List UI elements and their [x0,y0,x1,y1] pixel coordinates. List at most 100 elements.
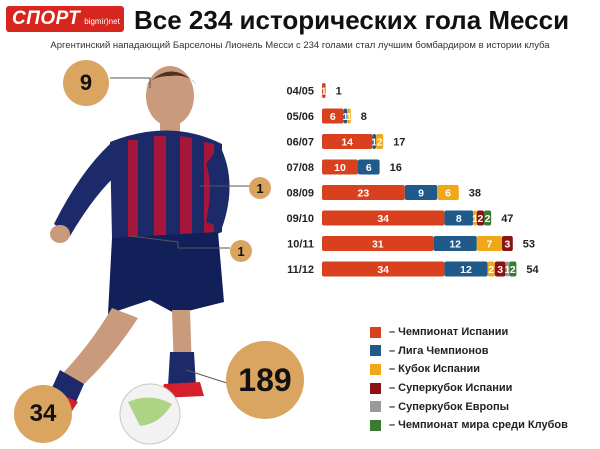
legend-label-copa_del_rey: – Кубок Испании [389,363,481,376]
bar-segment-club_world_cup-11-12 [509,261,517,277]
bar-segment-la_liga-11-12 [322,261,445,277]
bar-segment-la_liga-07-08 [322,159,358,175]
callout-left-foot-goals: 34 [14,385,72,443]
segment-value-copa_del_rey-11-12: 2 [488,264,494,276]
season-total-07-08: 16 [390,162,402,174]
segment-value-club_world_cup-11-12: 2 [510,264,516,276]
callout-chest-goals: 1 [249,177,271,199]
season-label-04-05: 04/05 [286,86,314,98]
callout-right-foot-goals: 189 [226,341,304,419]
chart-legend: – Чемпионат Испании – Лига Чемпионов – Куб… [370,323,568,435]
bar-segment-la_liga-05-06 [322,108,344,124]
bar-segment-champions_league-11-12 [444,261,488,277]
legend-swatch-champions_league [370,345,381,357]
season-label-06-07: 06/07 [286,137,314,149]
legend-item-spanish_supercup: – Суперкубок Испании [370,379,568,398]
bar-segment-la_liga-04-05 [322,83,326,98]
segment-value-european_supercup-11-12: 1 [504,264,510,276]
bar-segment-copa_del_rey-08-09 [437,185,459,200]
segment-value-la_liga-04-05: 1 [321,86,327,98]
season-total-11-12: 54 [526,264,539,276]
segment-value-copa_del_rey-06-07: 2 [377,137,383,149]
segment-value-spanish_supercup-09-10: 2 [477,213,483,225]
season-total-08-09: 38 [469,188,481,200]
segment-value-champions_league-09-10: 8 [456,213,462,225]
segment-value-champions_league-08-09: 9 [418,188,424,200]
segment-value-champions_league-11-12: 12 [460,264,472,276]
bar-segment-copa_del_rey-10-11 [476,236,502,251]
legend-label-champions_league: – Лига Чемпионов [389,344,489,357]
season-label-10-11: 10/11 [287,239,314,251]
chart-title: Все 234 исторических гола Месси [134,5,570,35]
bar-segment-la_liga-06-07 [322,134,373,149]
logo-main-text: СПОРТ [12,8,81,29]
segment-value-la_liga-07-08: 10 [334,162,346,174]
legend-swatch-copa_del_rey [370,363,381,375]
legend-swatch-spanish_supercup [370,382,381,394]
legend-item-european_supercup: – Суперкубок Европы [370,397,568,416]
bar-segment-champions_league-08-09 [404,185,438,200]
legend-item-club_world_cup: – Чемпионат мира среди Клубов [370,416,568,435]
legend-swatch-european_supercup [370,401,381,413]
season-total-06-07: 17 [393,137,405,149]
callout-head-goals: 9 [63,60,109,106]
season-label-07-08: 07/08 [286,162,314,174]
bar-segment-la_liga-09-10 [322,210,445,226]
bar-segment-champions_league-06-07 [372,134,376,149]
segment-value-spanish_supercup-10-11: 3 [504,239,510,251]
legend-item-la_liga: – Чемпионат Испании [370,323,568,342]
segment-value-copa_del_rey-10-11: 7 [486,239,492,251]
legend-swatch-la_liga [370,326,381,338]
segment-value-la_liga-11-12: 34 [377,264,389,276]
season-label-11-12: 11/12 [287,264,314,276]
bar-segment-copa_del_rey-06-07 [376,134,384,149]
player-illustration [36,66,250,445]
bar-segment-la_liga-10-11 [322,236,434,251]
legend-label-spanish_supercup: – Суперкубок Испании [389,382,513,395]
segment-value-la_liga-06-07: 14 [341,137,353,149]
bar-segment-la_liga-08-09 [322,185,405,200]
legend-label-european_supercup: – Суперкубок Европы [389,400,509,413]
segment-value-club_world_cup-09-10: 2 [485,213,491,225]
legend-label-la_liga: – Чемпионат Испании [389,326,509,339]
segment-value-champions_league-06-07: 1 [371,137,377,149]
bar-segment-champions_league-10-11 [433,236,477,251]
bar-segment-champions_league-09-10 [444,210,474,226]
bar-segment-copa_del_rey-05-06 [347,108,351,124]
legend-label-club_world_cup: – Чемпионат мира среди Клубов [389,419,568,432]
season-total-05-06: 8 [361,111,367,123]
bar-segment-spanish_supercup-10-11 [502,236,513,251]
segment-value-la_liga-10-11: 31 [372,239,384,251]
bar-segment-champions_league-05-06 [343,108,348,124]
sport-logo[interactable]: СПОРТ bigmir)net [6,6,124,32]
callout-hand-goals: 1 [230,240,252,262]
bar-segment-copa_del_rey-11-12 [487,261,495,277]
season-label-09-10: 09/10 [286,213,314,225]
season-label-05-06: 05/06 [286,111,314,123]
legend-swatch-club_world_cup [370,419,381,431]
segment-value-spanish_supercup-11-12: 3 [497,264,503,276]
segment-value-la_liga-08-09: 23 [358,188,370,200]
legend-item-copa_del_rey: – Кубок Испании [370,360,568,379]
segment-value-copa_del_rey-09-10: 1 [472,213,478,225]
bar-segment-champions_league-07-08 [358,159,380,175]
segment-value-champions_league-05-06: 1 [342,111,348,123]
segment-value-la_liga-05-06: 6 [330,111,336,123]
segment-value-la_liga-09-10: 34 [377,213,389,225]
segment-value-copa_del_rey-08-09: 6 [445,188,451,200]
chart-subtitle: Аргентинский нападающий Барселоны Лионел… [50,40,550,51]
bar-segment-spanish_supercup-11-12 [494,261,506,277]
season-total-09-10: 47 [501,213,513,225]
season-total-04-05: 1 [336,86,342,98]
season-label-08-09: 08/09 [286,188,314,200]
segment-value-champions_league-10-11: 12 [449,239,461,251]
bar-segment-spanish_supercup-09-10 [476,210,484,226]
bar-segment-copa_del_rey-09-10 [473,210,477,226]
bar-segment-european_supercup-11-12 [505,261,510,277]
segment-value-champions_league-07-08: 6 [366,162,372,174]
segment-value-copa_del_rey-05-06: 1 [346,111,352,123]
bar-segment-club_world_cup-09-10 [484,210,492,226]
legend-item-champions_league: – Лига Чемпионов [370,342,568,361]
logo-sub-text: bigmir)net [84,16,120,26]
season-total-10-11: 53 [523,239,535,251]
